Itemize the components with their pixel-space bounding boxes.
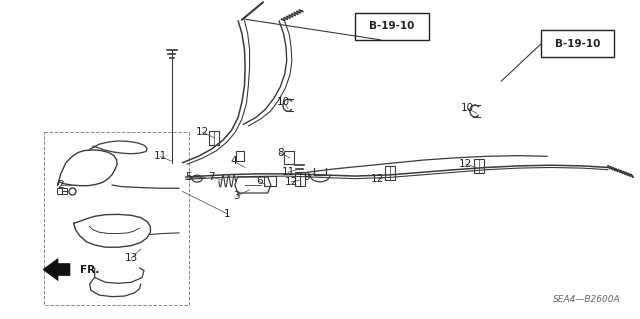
Text: 2: 2: [58, 180, 64, 190]
Text: B-19-10: B-19-10: [555, 39, 600, 49]
Polygon shape: [43, 259, 70, 280]
Text: 12: 12: [285, 177, 298, 187]
Text: 12: 12: [196, 127, 209, 137]
Text: 12: 12: [460, 159, 472, 169]
Text: B-19-10: B-19-10: [369, 21, 415, 31]
Text: 13: 13: [125, 253, 138, 263]
Text: 9: 9: [303, 172, 310, 182]
Text: 12: 12: [371, 174, 384, 184]
Text: FR.: FR.: [80, 264, 99, 275]
Text: 11: 11: [282, 167, 294, 177]
Text: 1: 1: [224, 209, 230, 219]
Text: 8: 8: [277, 148, 284, 158]
Text: SEA4—B2600A: SEA4—B2600A: [553, 295, 621, 304]
Text: 7: 7: [208, 172, 214, 182]
Text: 4: 4: [230, 156, 237, 166]
Text: 11: 11: [154, 151, 166, 161]
Text: 6: 6: [256, 176, 262, 186]
Text: 10: 10: [277, 97, 290, 107]
Text: 10: 10: [461, 103, 474, 114]
Text: 5: 5: [186, 172, 192, 182]
Text: 3: 3: [234, 191, 240, 201]
